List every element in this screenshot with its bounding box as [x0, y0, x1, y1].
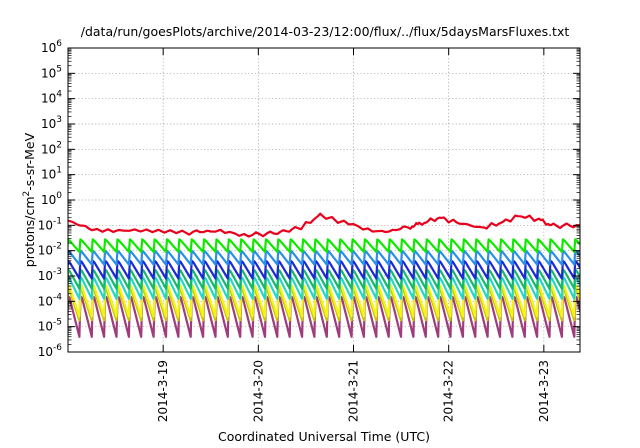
- series-line: [68, 238, 580, 253]
- x-tick-label: 2014-3-21: [347, 360, 361, 422]
- y-tick-label: 10-2: [38, 242, 62, 258]
- y-axis-label-prefix: protons/cm: [22, 196, 37, 267]
- y-tick-label: 10-6: [38, 343, 63, 359]
- y-tick-base: 10: [41, 193, 56, 207]
- y-tick-label: 104: [41, 90, 62, 106]
- y-tick-exp: -5: [53, 318, 62, 328]
- y-tick-base: 10: [38, 218, 53, 232]
- y-tick-label: 10-3: [38, 267, 62, 283]
- y-tick-base: 10: [41, 142, 56, 156]
- y-tick-label: 101: [41, 166, 62, 182]
- y-tick-label: 100: [41, 191, 62, 207]
- y-tick-base: 10: [38, 244, 53, 258]
- x-tick-label: 2014-3-23: [537, 360, 551, 422]
- y-tick-exp: -4: [53, 292, 62, 302]
- y-axis-label-suffix: -s-sr-MeV: [22, 132, 37, 190]
- y-tick-label: 103: [41, 115, 62, 131]
- y-tick-base: 10: [38, 345, 53, 359]
- y-tick-base: 10: [38, 320, 53, 334]
- y-tick-base: 10: [38, 294, 53, 308]
- y-tick-base: 10: [41, 92, 56, 106]
- plot-frame: [67, 47, 581, 353]
- series-line: [68, 249, 580, 266]
- y-tick-exp: 4: [56, 90, 62, 100]
- x-axis-label: Coordinated Universal Time (UTC): [218, 429, 430, 444]
- y-tick-exp: -6: [53, 343, 62, 353]
- y-tick-base: 10: [41, 117, 56, 131]
- y-axis-label: protons/cm2-s-sr-MeV: [22, 132, 37, 267]
- y-tick-base: 10: [41, 41, 56, 55]
- y-tick-exp: 5: [56, 64, 62, 74]
- y-tick-base: 10: [41, 168, 56, 182]
- y-tick-label: 10-1: [38, 216, 62, 232]
- y-tick-base: 10: [38, 269, 53, 283]
- y-tick-label: 105: [41, 64, 62, 80]
- chart-title: /data/run/goesPlots/archive/2014-03-23/1…: [81, 24, 570, 39]
- y-tick-exp: 2: [56, 140, 62, 150]
- data-series: [68, 212, 580, 338]
- series-line: [68, 283, 580, 318]
- axis-ticks: 10-610-510-410-310-210-11001011021031041…: [38, 39, 580, 422]
- x-tick-label: 2014-3-20: [251, 360, 265, 422]
- series-line: [68, 212, 580, 238]
- y-tick-exp: -3: [53, 267, 62, 277]
- x-tick-label: 2014-3-22: [442, 360, 456, 422]
- y-tick-label: 102: [41, 140, 62, 156]
- y-tick-exp: 1: [56, 166, 62, 176]
- y-tick-exp: 0: [56, 191, 62, 201]
- y-tick-exp: 3: [56, 115, 62, 125]
- y-tick-label: 10-5: [38, 318, 62, 334]
- y-axis-label-sup: 2: [22, 191, 32, 197]
- y-tick-exp: -2: [53, 242, 62, 252]
- y-tick-label: 106: [41, 39, 62, 55]
- y-tick-label: 10-4: [38, 292, 63, 308]
- y-tick-exp: 6: [56, 39, 62, 49]
- series-line: [68, 259, 580, 280]
- x-tick-label: 2014-3-19: [156, 360, 170, 422]
- y-tick-exp: -1: [53, 216, 62, 226]
- y-tick-base: 10: [41, 66, 56, 80]
